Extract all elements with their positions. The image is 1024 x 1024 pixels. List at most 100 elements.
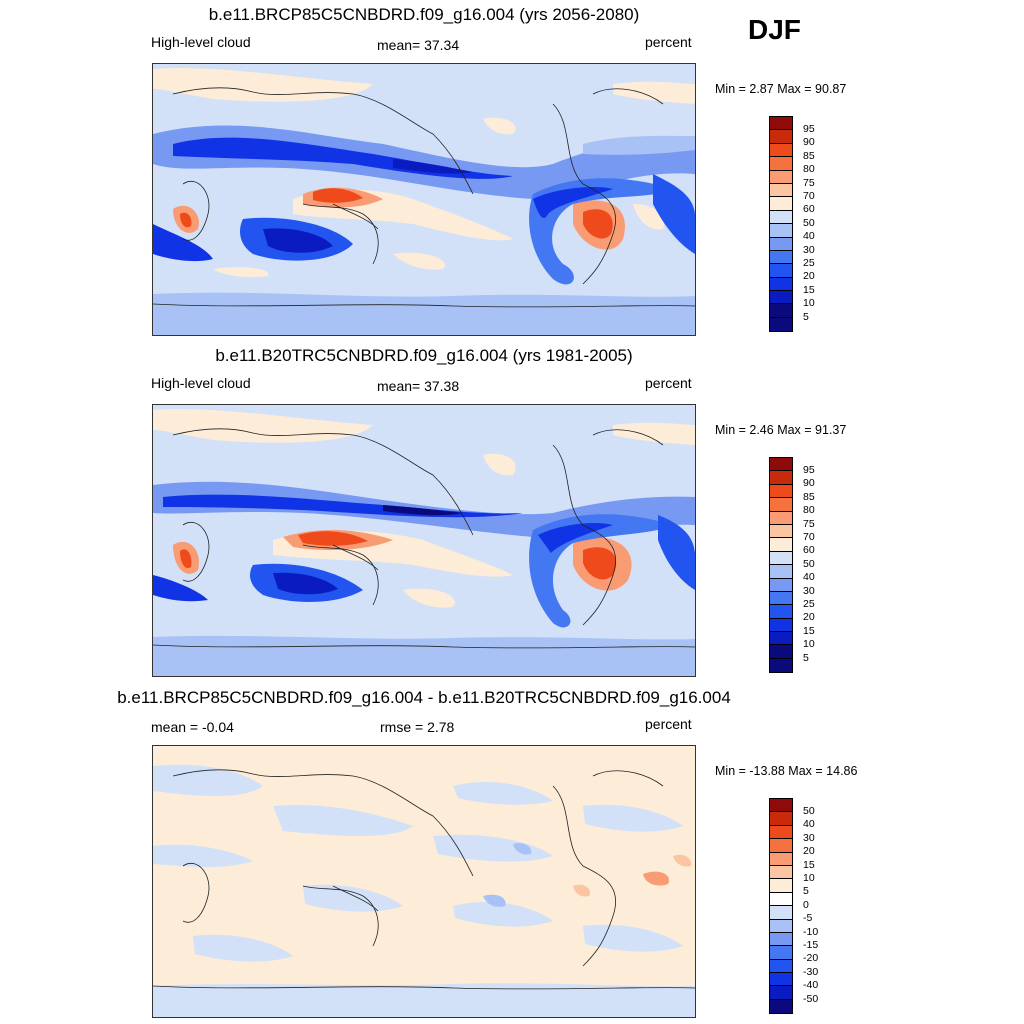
colorbar-label: 40 bbox=[803, 818, 815, 831]
panel-2-colorbar bbox=[769, 457, 793, 674]
colorbar-label: 25 bbox=[803, 598, 815, 610]
colorbar-swatch bbox=[770, 946, 792, 960]
colorbar-swatch bbox=[770, 264, 792, 278]
colorbar-swatch bbox=[770, 578, 792, 592]
colorbar-swatch bbox=[770, 197, 792, 211]
colorbar-swatch bbox=[770, 210, 792, 225]
colorbar-label: -50 bbox=[803, 992, 819, 1005]
colorbar-swatch bbox=[770, 986, 792, 1000]
colorbar-label: 50 bbox=[803, 805, 815, 817]
panel-1-minmax: Min = 2.87 Max = 90.87 bbox=[715, 82, 847, 96]
colorbar-swatch bbox=[770, 658, 792, 673]
colorbar-label: 70 bbox=[803, 190, 815, 202]
colorbar-label: -40 bbox=[803, 979, 819, 992]
panel-2-units: percent bbox=[645, 375, 692, 391]
colorbar-swatch bbox=[770, 471, 792, 485]
colorbar-label: 60 bbox=[803, 544, 815, 557]
colorbar-swatch bbox=[770, 973, 792, 987]
colorbar-label: 0 bbox=[803, 898, 809, 911]
colorbar-label: 5 bbox=[803, 885, 809, 898]
colorbar-swatch bbox=[770, 865, 792, 880]
panel-1-mean: mean= 37.34 bbox=[377, 37, 460, 53]
colorbar-label: 15 bbox=[803, 858, 815, 871]
colorbar-label: 80 bbox=[803, 163, 815, 176]
colorbar-swatch bbox=[770, 852, 792, 866]
colorbar-swatch bbox=[770, 291, 792, 305]
panel-3-colorbar-labels: 50 40 30 20 15 10 5 0 -5 -10 -15 -20 -30… bbox=[803, 805, 843, 1005]
colorbar-label: 10 bbox=[803, 872, 815, 884]
colorbar-label: 15 bbox=[803, 283, 815, 296]
colorbar-label: 50 bbox=[803, 216, 815, 229]
colorbar-swatch bbox=[770, 130, 792, 144]
colorbar-swatch bbox=[770, 632, 792, 646]
panel-3-colorbar bbox=[769, 798, 793, 1015]
season-label: DJF bbox=[748, 14, 801, 45]
colorbar-label: 75 bbox=[803, 517, 815, 530]
colorbar-label: 30 bbox=[803, 243, 815, 256]
panel-1-variable: High-level cloud bbox=[151, 34, 251, 50]
colorbar-swatch bbox=[770, 458, 792, 472]
colorbar-swatch bbox=[770, 565, 792, 579]
colorbar-label: 85 bbox=[803, 149, 815, 162]
colorbar-label: 75 bbox=[803, 176, 815, 189]
colorbar-swatch bbox=[770, 484, 792, 499]
colorbar-label: 20 bbox=[803, 270, 815, 283]
colorbar-label: -15 bbox=[803, 939, 819, 951]
colorbar-label: 95 bbox=[803, 464, 815, 476]
colorbar-label: 10 bbox=[803, 638, 815, 651]
colorbar-label: 30 bbox=[803, 831, 815, 844]
colorbar-swatch bbox=[770, 605, 792, 619]
colorbar-label: 85 bbox=[803, 490, 815, 503]
colorbar-swatch bbox=[770, 591, 792, 606]
colorbar-label: 15 bbox=[803, 624, 815, 637]
colorbar-label: 25 bbox=[803, 257, 815, 269]
panel-3-mean: mean = -0.04 bbox=[151, 719, 234, 735]
colorbar-swatch bbox=[770, 237, 792, 251]
panel-3-rmse: rmse = 2.78 bbox=[380, 719, 455, 735]
colorbar-swatch bbox=[770, 143, 792, 158]
colorbar-swatch bbox=[770, 879, 792, 893]
colorbar-label: 40 bbox=[803, 571, 815, 584]
colorbar-label: 80 bbox=[803, 504, 815, 517]
colorbar-label: 95 bbox=[803, 123, 815, 135]
colorbar-label: 70 bbox=[803, 531, 815, 543]
colorbar-swatch bbox=[770, 498, 792, 512]
colorbar-swatch bbox=[770, 812, 792, 826]
colorbar-swatch bbox=[770, 511, 792, 525]
colorbar-swatch bbox=[770, 538, 792, 552]
colorbar-label: 50 bbox=[803, 557, 815, 570]
colorbar-label: 5 bbox=[803, 310, 809, 323]
colorbar-label: 60 bbox=[803, 203, 815, 216]
panel-3-title: b.e11.BRCP85C5CNBDRD.f09_g16.004 - b.e11… bbox=[117, 688, 731, 707]
colorbar-swatch bbox=[770, 304, 792, 318]
colorbar-swatch bbox=[770, 157, 792, 171]
colorbar-swatch bbox=[770, 645, 792, 659]
colorbar-swatch bbox=[770, 825, 792, 840]
panel-3-map bbox=[152, 745, 696, 1018]
colorbar-swatch bbox=[770, 317, 792, 332]
colorbar-swatch bbox=[770, 999, 792, 1014]
colorbar-label: 20 bbox=[803, 611, 815, 624]
colorbar-swatch bbox=[770, 250, 792, 265]
colorbar-label: -5 bbox=[803, 912, 813, 925]
colorbar-swatch bbox=[770, 224, 792, 238]
panel-2-title: b.e11.B20TRC5CNBDRD.f09_g16.004 (yrs 198… bbox=[215, 346, 633, 365]
colorbar-swatch bbox=[770, 839, 792, 853]
panel-1-title: b.e11.BRCP85C5CNBDRD.f09_g16.004 (yrs 20… bbox=[208, 5, 640, 24]
colorbar-swatch bbox=[770, 524, 792, 539]
colorbar-swatch bbox=[770, 906, 792, 920]
panel-1-map bbox=[152, 63, 696, 336]
colorbar-swatch bbox=[770, 932, 792, 947]
colorbar-swatch bbox=[770, 799, 792, 813]
colorbar-swatch bbox=[770, 892, 792, 907]
colorbar-swatch bbox=[770, 618, 792, 633]
colorbar-swatch bbox=[770, 117, 792, 131]
colorbar-label: 40 bbox=[803, 230, 815, 243]
panel-3-units: percent bbox=[645, 716, 692, 732]
colorbar-label: 90 bbox=[803, 136, 815, 149]
panel-1-colorbar bbox=[769, 116, 793, 333]
colorbar-label: 10 bbox=[803, 297, 815, 310]
colorbar-label: 5 bbox=[803, 651, 809, 664]
colorbar-swatch bbox=[770, 277, 792, 292]
panel-2-minmax: Min = 2.46 Max = 91.37 bbox=[715, 423, 847, 437]
